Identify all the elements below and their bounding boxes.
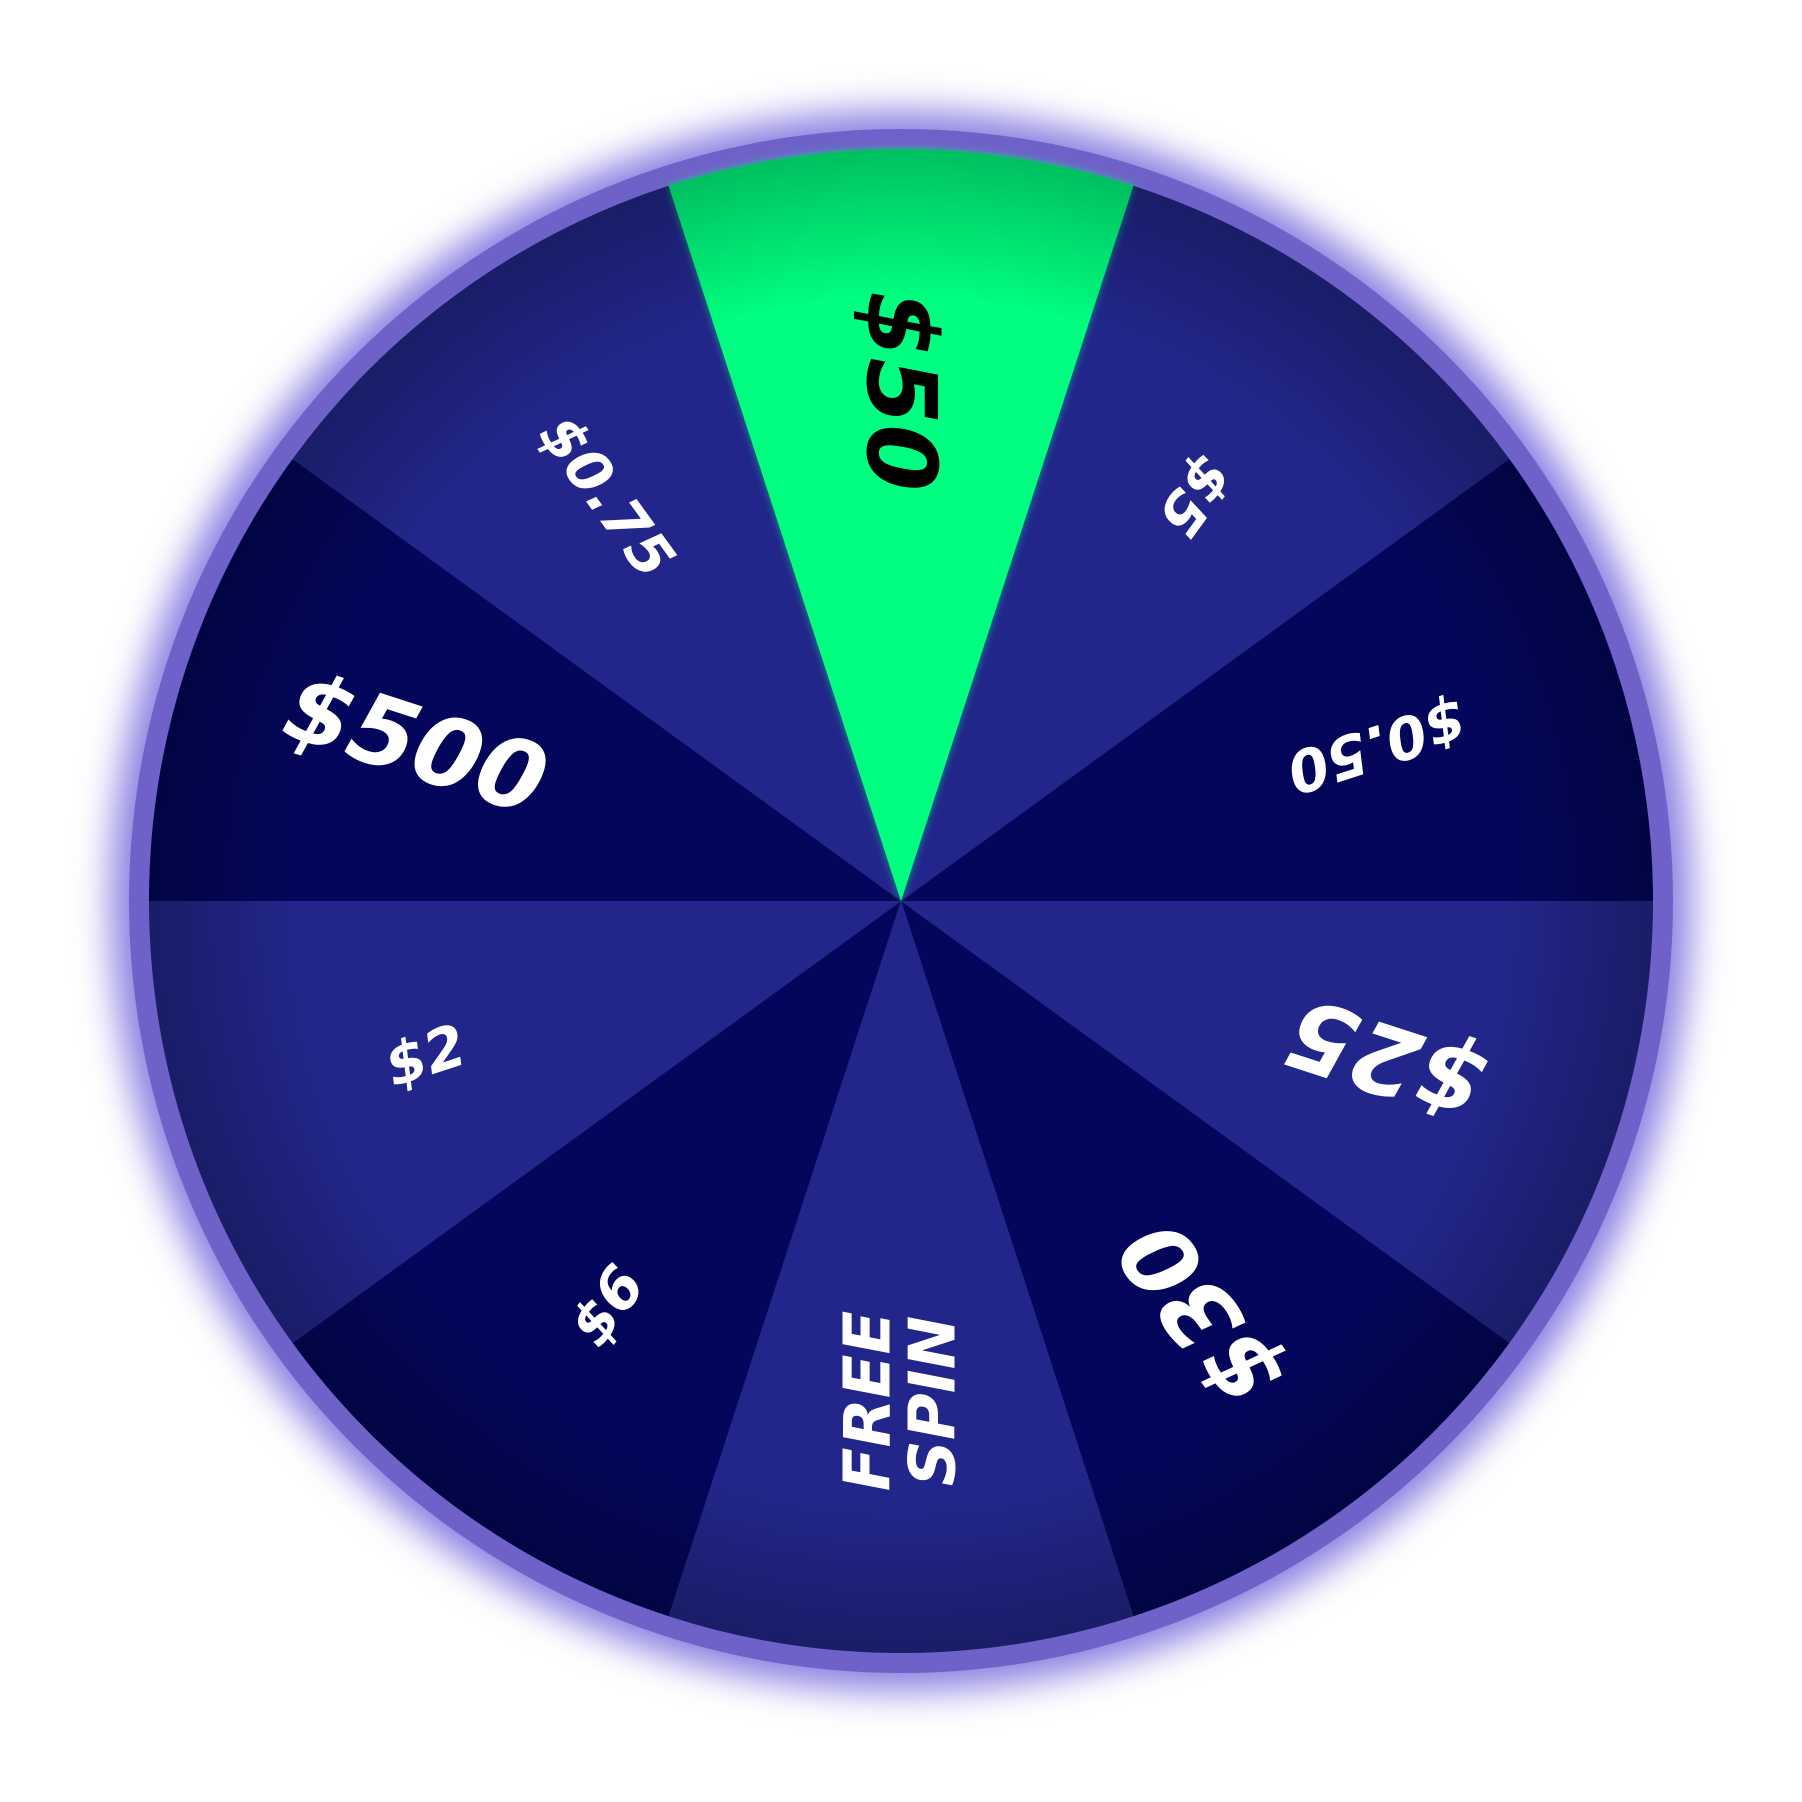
segment-label-text: SPIN [897,1316,971,1486]
segment-label-text: FREE [831,1311,905,1491]
wheel-vignette [149,149,1653,1653]
segment-label-text: $50 [845,291,957,491]
segment-label-0: $50 [845,291,957,491]
